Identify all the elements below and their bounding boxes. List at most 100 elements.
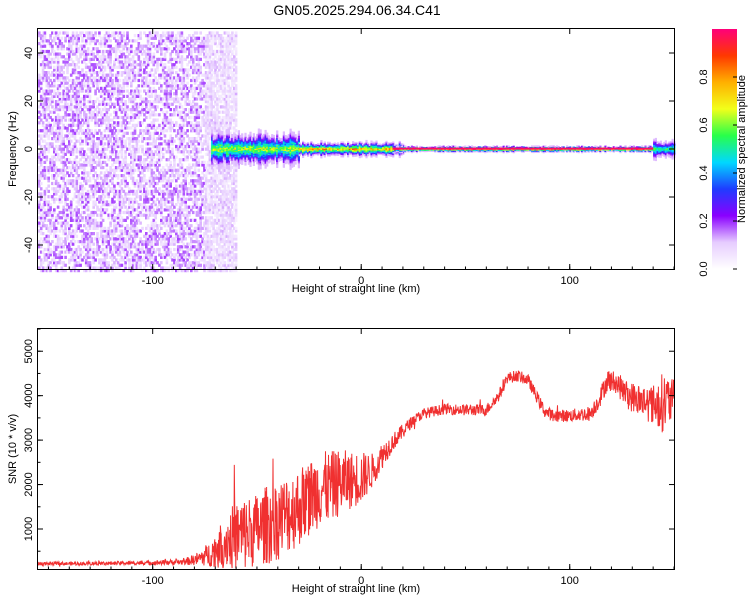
heatmap-cell: [66, 158, 69, 162]
heatmap-cell: [92, 147, 95, 151]
heatmap-cell: [128, 237, 131, 241]
heatmap-cell: [150, 57, 154, 61]
heatmap-cell: [99, 118, 103, 122]
heatmap-cell: [171, 49, 174, 54]
heatmap-cell: [53, 81, 56, 85]
heatmap-cell: [161, 174, 165, 178]
heatmap-cell: [120, 163, 124, 167]
heatmap-cell: [75, 168, 79, 172]
heatmap-cell: [201, 115, 204, 120]
heatmap-cell: [126, 71, 129, 75]
heatmap-cell: [38, 129, 41, 133]
heatmap-cell: [201, 176, 204, 180]
heatmap-cell: [45, 73, 49, 77]
heatmap-cell: [92, 176, 95, 180]
heatmap-cell: [191, 105, 195, 109]
heatmap-cell: [66, 166, 69, 170]
heatmap-cell: [124, 232, 127, 236]
heatmap-cell: [66, 224, 69, 228]
heatmap-cell: [178, 166, 182, 170]
heatmap-cell: [109, 60, 112, 64]
heatmap-cell: [118, 139, 122, 143]
heatmap-cell: [39, 232, 43, 236]
heatmap-cell: [180, 49, 184, 54]
heatmap-cell: [191, 174, 195, 178]
heatmap-cell: [128, 253, 131, 257]
heatmap-cell: [88, 110, 92, 114]
heatmap-cell: [156, 166, 159, 170]
heatmap-cell: [133, 263, 137, 267]
heatmap-cell: [146, 52, 150, 56]
heatmap-cell: [58, 118, 62, 122]
heatmap-cell: [212, 263, 215, 267]
heatmap-cell: [90, 49, 94, 54]
heatmap-cell: [79, 55, 82, 59]
heatmap-cell: [56, 137, 60, 141]
heatmap-cell: [47, 65, 50, 69]
heatmap-cell: [191, 158, 195, 162]
heatmap-cell: [180, 142, 184, 146]
heatmap-cell: [79, 142, 82, 146]
heatmap-cell: [146, 192, 150, 196]
heatmap-cell: [58, 86, 62, 90]
heatmap-cell: [118, 234, 122, 238]
heatmap-cell: [150, 269, 154, 273]
heatmap-cell: [120, 63, 124, 67]
heatmap-cell: [107, 84, 110, 88]
heatmap-cell: [163, 242, 167, 246]
heatmap-cell: [135, 47, 139, 51]
heatmap-cell: [111, 134, 114, 138]
heatmap-cell: [197, 229, 201, 233]
heatmap-cell: [56, 108, 60, 112]
heatmap-cell: [214, 200, 217, 204]
heatmap-cell: [111, 197, 114, 201]
heatmap-cell: [203, 163, 206, 167]
heatmap-cell: [216, 92, 219, 96]
heatmap-cell: [184, 179, 187, 183]
heatmap-cell: [122, 189, 126, 193]
heatmap-cell: [165, 242, 169, 246]
heatmap-cell: [79, 229, 82, 233]
heatmap-cell: [210, 102, 213, 106]
heatmap-cell: [41, 52, 45, 56]
heatmap-cell: [160, 158, 163, 162]
heatmap-cell: [98, 55, 101, 59]
heatmap-cell: [71, 160, 75, 164]
heatmap-cell: [176, 269, 180, 273]
heatmap-cell: [43, 63, 47, 67]
heatmap-cell: [84, 71, 88, 75]
heatmap-cell: [154, 150, 157, 154]
heatmap-cell: [105, 84, 109, 88]
heatmap-cell: [114, 113, 118, 117]
heatmap-cell: [204, 97, 208, 101]
heatmap-cell: [152, 78, 156, 83]
heatmap-cell: [204, 176, 208, 180]
heatmap-cell: [124, 102, 127, 106]
heatmap-cell: [203, 123, 206, 127]
heatmap-cell: [204, 118, 208, 122]
heatmap-cell: [113, 210, 116, 215]
heatmap-cell: [139, 171, 142, 175]
heatmap-cell: [114, 174, 118, 178]
heatmap-cell: [118, 224, 122, 228]
heatmap-cell: [88, 213, 92, 217]
heatmap-cell: [152, 137, 156, 141]
heatmap-cell: [41, 129, 45, 133]
heatmap-cell: [99, 250, 103, 254]
heatmap-cell: [99, 224, 103, 228]
heatmap-cell: [145, 97, 148, 101]
heatmap-cell: [161, 155, 165, 159]
heatmap-cell: [169, 84, 172, 88]
heatmap-cell: [51, 81, 54, 85]
heatmap-cell: [60, 176, 64, 180]
heatmap-cell: [167, 200, 171, 204]
heatmap-cell: [130, 81, 133, 85]
heatmap-cell: [66, 181, 69, 186]
heatmap-cell: [182, 208, 186, 212]
heatmap-cell: [145, 237, 148, 241]
heatmap-cell: [54, 216, 58, 220]
heatmap-cell: [43, 100, 47, 104]
heatmap-cell: [69, 97, 73, 101]
heatmap-cell: [54, 192, 58, 196]
